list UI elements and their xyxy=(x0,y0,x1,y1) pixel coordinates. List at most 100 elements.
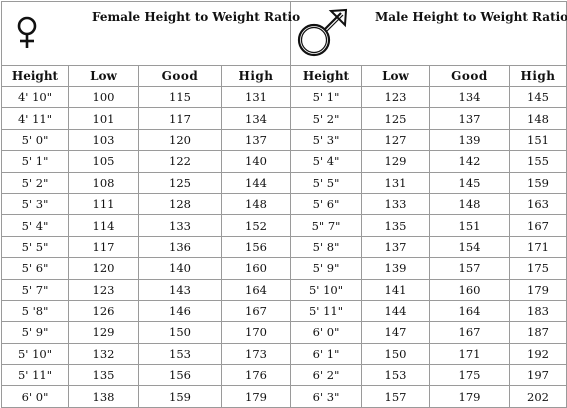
female-good-cell: 146 xyxy=(138,299,222,323)
male-high-cell: 183 xyxy=(509,299,567,323)
female-height-cell: 5' 11" xyxy=(1,364,69,387)
male-height-header: Height xyxy=(290,65,362,87)
male-low-cell: 133 xyxy=(361,192,430,216)
female-height-cell: 5' 3" xyxy=(1,192,69,216)
male-low-cell: 125 xyxy=(361,107,430,130)
male-height-cell: 5' 1" xyxy=(290,85,362,109)
female-low-cell: 138 xyxy=(68,385,139,408)
female-low-cell: 100 xyxy=(68,85,139,109)
table-row: 5' 0" 103 120 137 5' 3" 127 139 151 xyxy=(1,128,567,152)
female-good-cell: 122 xyxy=(138,150,222,173)
male-good-cell: 139 xyxy=(429,128,510,152)
female-high-cell: 167 xyxy=(221,299,291,323)
female-high-cell: 156 xyxy=(221,235,291,259)
table-row: 5' 3" 111 128 148 5' 6" 133 148 163 xyxy=(1,192,567,216)
female-low-cell: 105 xyxy=(68,150,139,173)
table-row: 4' 11" 101 117 134 5' 2" 125 137 148 xyxy=(1,107,567,130)
female-low-cell: 111 xyxy=(68,192,139,216)
female-high-cell: 144 xyxy=(221,171,291,194)
male-height-cell: 5' 10" xyxy=(290,278,362,301)
female-good-cell: 136 xyxy=(138,235,222,259)
male-high-cell: 148 xyxy=(509,107,567,130)
male-good-cell: 145 xyxy=(429,171,510,194)
male-height-cell: 5' 6" xyxy=(290,192,362,216)
male-low-cell: 141 xyxy=(361,278,430,301)
female-good-cell: 153 xyxy=(138,342,222,366)
female-low-cell: 123 xyxy=(68,278,139,301)
male-symbol-icon xyxy=(295,8,351,64)
male-good-cell: 179 xyxy=(429,385,510,408)
female-height-cell: 5' 2" xyxy=(1,171,69,194)
male-height-cell: 5' 9" xyxy=(290,257,362,280)
female-good-cell: 117 xyxy=(138,107,222,130)
female-high-cell: 137 xyxy=(221,128,291,152)
male-high-header: High xyxy=(509,65,567,87)
male-header-cell: Male Height to Weight Ratio xyxy=(290,1,567,66)
male-high-cell: 145 xyxy=(509,85,567,109)
male-good-cell: 171 xyxy=(429,342,510,366)
female-good-cell: 140 xyxy=(138,257,222,280)
table-row: 5' 5" 117 136 156 5' 8" 137 154 171 xyxy=(1,235,567,259)
female-good-cell: 133 xyxy=(138,214,222,237)
female-height-cell: 5' 6" xyxy=(1,257,69,280)
male-low-cell: 137 xyxy=(361,235,430,259)
male-low-cell: 123 xyxy=(361,85,430,109)
female-low-cell: 132 xyxy=(68,342,139,366)
male-height-cell: 5' 8" xyxy=(290,235,362,259)
table-row: 5' 1" 105 122 140 5' 4" 129 142 155 xyxy=(1,150,567,173)
male-low-cell: 129 xyxy=(361,150,430,173)
female-high-cell: 134 xyxy=(221,107,291,130)
male-height-cell: 5" 7" xyxy=(290,214,362,237)
female-good-cell: 125 xyxy=(138,171,222,194)
male-good-cell: 167 xyxy=(429,321,510,344)
table-row: 5 '8" 126 146 167 5' 11" 144 164 183 xyxy=(1,299,567,323)
male-height-cell: 5' 4" xyxy=(290,150,362,173)
female-height-cell: 5' 4" xyxy=(1,214,69,237)
male-good-cell: 164 xyxy=(429,299,510,323)
male-good-cell: 154 xyxy=(429,235,510,259)
male-low-cell: 131 xyxy=(361,171,430,194)
male-good-cell: 175 xyxy=(429,364,510,387)
female-low-cell: 103 xyxy=(68,128,139,152)
male-high-cell: 151 xyxy=(509,128,567,152)
male-height-cell: 6' 2" xyxy=(290,364,362,387)
female-header-cell: Female Height to Weight Ratio xyxy=(1,1,300,66)
female-height-cell: 4' 10" xyxy=(1,85,69,109)
male-low-header: Low xyxy=(361,65,430,87)
female-good-cell: 120 xyxy=(138,128,222,152)
female-title: Female Height to Weight Ratio xyxy=(92,10,301,24)
female-high-cell: 173 xyxy=(221,342,291,366)
male-low-cell: 139 xyxy=(361,257,430,280)
table-row: 5' 10" 132 153 173 6' 1" 150 171 192 xyxy=(1,342,567,366)
male-low-cell: 135 xyxy=(361,214,430,237)
female-good-cell: 156 xyxy=(138,364,222,387)
male-height-cell: 5' 3" xyxy=(290,128,362,152)
female-low-cell: 120 xyxy=(68,257,139,280)
female-low-cell: 114 xyxy=(68,214,139,237)
male-good-cell: 151 xyxy=(429,214,510,237)
female-low-cell: 126 xyxy=(68,299,139,323)
male-good-cell: 142 xyxy=(429,150,510,173)
female-low-cell: 108 xyxy=(68,171,139,194)
female-low-header: Low xyxy=(68,65,139,87)
male-height-cell: 5' 5" xyxy=(290,171,362,194)
female-good-cell: 115 xyxy=(138,85,222,109)
male-low-cell: 147 xyxy=(361,321,430,344)
table-row: 4' 10" 100 115 131 5' 1" 123 134 145 xyxy=(1,85,567,109)
female-high-cell: 131 xyxy=(221,85,291,109)
female-high-header: High xyxy=(221,65,291,87)
male-good-cell: 157 xyxy=(429,257,510,280)
female-good-cell: 143 xyxy=(138,278,222,301)
table-row: 5' 4" 114 133 152 5" 7" 135 151 167 xyxy=(1,214,567,237)
female-high-cell: 160 xyxy=(221,257,291,280)
table-row: 5' 6" 120 140 160 5' 9" 139 157 175 xyxy=(1,257,567,280)
female-height-cell: 4' 11" xyxy=(1,107,69,130)
male-high-cell: 192 xyxy=(509,342,567,366)
female-high-cell: 148 xyxy=(221,192,291,216)
male-good-cell: 148 xyxy=(429,192,510,216)
male-title: Male Height to Weight Ratio xyxy=(375,10,567,24)
male-good-header: Good xyxy=(429,65,510,87)
table-row: 5' 7" 123 143 164 5' 10" 141 160 179 xyxy=(1,278,567,301)
male-high-cell: 197 xyxy=(509,364,567,387)
